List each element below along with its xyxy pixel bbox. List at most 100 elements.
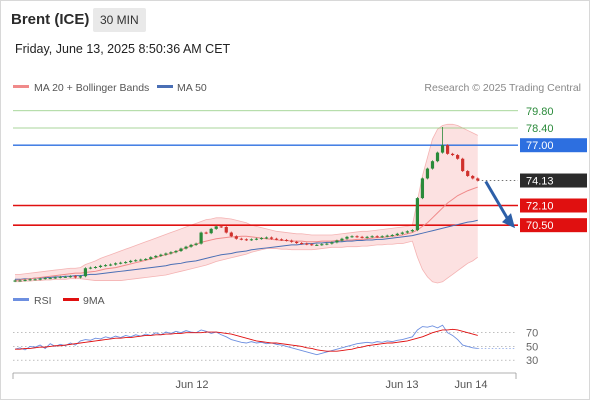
candle-body bbox=[410, 230, 414, 232]
candle-body bbox=[93, 267, 98, 269]
candle-body bbox=[350, 236, 354, 238]
candle-body bbox=[88, 267, 93, 269]
candle-body bbox=[48, 278, 52, 280]
rsi-legend-label: RSI bbox=[34, 295, 52, 307]
candle-body bbox=[269, 237, 274, 239]
candle-body bbox=[370, 236, 374, 238]
candle-body bbox=[340, 238, 344, 241]
instrument-title: Brent (ICE) bbox=[11, 11, 90, 28]
candle-body bbox=[259, 238, 264, 240]
candle-body bbox=[43, 278, 47, 280]
bollinger-lower bbox=[15, 240, 478, 284]
candle-body bbox=[68, 276, 72, 278]
timeframe-button[interactable]: 30 MIN bbox=[93, 8, 146, 32]
candle-body bbox=[28, 279, 32, 281]
candle-body bbox=[360, 236, 364, 238]
candle-body bbox=[279, 239, 284, 241]
candle-body bbox=[451, 153, 455, 156]
bollinger-band bbox=[15, 124, 478, 283]
rsi-tick-30: 30 bbox=[526, 355, 538, 367]
candle-body bbox=[244, 239, 248, 241]
candle-body bbox=[164, 253, 168, 255]
rsi-tick-70: 70 bbox=[526, 328, 538, 340]
candle-body bbox=[209, 228, 213, 234]
candle-body bbox=[456, 155, 460, 159]
candle-body bbox=[73, 276, 77, 278]
level-label-79.80: 79.80 bbox=[526, 106, 554, 118]
candle-body bbox=[430, 161, 435, 169]
candle-body bbox=[440, 145, 445, 153]
candle-body bbox=[365, 236, 369, 238]
candle-body bbox=[219, 226, 223, 228]
candle-body bbox=[315, 244, 319, 246]
candle-body bbox=[134, 260, 138, 262]
rsi-ma-legend-label: 9MA bbox=[83, 295, 105, 307]
candle-body bbox=[300, 243, 304, 245]
candle-body bbox=[13, 280, 17, 282]
candle-body bbox=[461, 158, 465, 172]
candle-body bbox=[18, 280, 22, 282]
candle-body bbox=[466, 171, 470, 176]
level-badge-77.00 bbox=[520, 138, 587, 153]
candle-body bbox=[395, 233, 399, 236]
candle-body bbox=[189, 244, 193, 247]
ma20-line bbox=[14, 186, 478, 282]
candle-body bbox=[355, 236, 359, 238]
timestamp: Friday, June 13, 2025 8:50:36 AM CET bbox=[15, 42, 231, 56]
candle-body bbox=[239, 238, 243, 240]
candle-body bbox=[108, 264, 113, 266]
candle-body bbox=[471, 175, 475, 179]
candle-body bbox=[476, 178, 480, 181]
rsi-line bbox=[14, 324, 478, 356]
candle-body bbox=[264, 237, 269, 239]
candle-body bbox=[83, 268, 88, 277]
candle-body bbox=[425, 168, 430, 179]
candle-body bbox=[310, 244, 314, 246]
ma20-legend-label: MA 20 + Bollinger Bands bbox=[34, 82, 149, 94]
candle-body bbox=[305, 243, 309, 245]
rsi-tick-50: 50 bbox=[526, 341, 538, 353]
candle-body bbox=[169, 252, 173, 254]
candle-body bbox=[174, 251, 178, 253]
candle-body bbox=[199, 232, 203, 244]
candle-body bbox=[400, 232, 404, 234]
x-tick-label: Jun 13 bbox=[385, 379, 418, 391]
candle-body bbox=[124, 262, 128, 264]
candle-body bbox=[420, 178, 425, 199]
candle-body bbox=[229, 232, 233, 237]
candle-body bbox=[184, 246, 188, 249]
candle-body bbox=[335, 240, 339, 243]
candle-body bbox=[114, 263, 118, 265]
chart-header: Brent (ICE) 30 MIN bbox=[1, 1, 589, 37]
level-badge-70.50 bbox=[520, 218, 587, 233]
candle-body bbox=[159, 254, 163, 256]
level-label-72.10: 72.10 bbox=[526, 200, 554, 212]
x-tick-label: Jun 14 bbox=[454, 379, 487, 391]
candle-body bbox=[33, 279, 37, 281]
candle-body bbox=[274, 238, 279, 240]
candle-body bbox=[179, 248, 183, 252]
candle-body bbox=[345, 236, 349, 239]
candle-body bbox=[375, 236, 379, 238]
x-tick-label: Jun 12 bbox=[175, 379, 208, 391]
candle-body bbox=[119, 262, 123, 264]
rsi-ma-legend-swatch bbox=[63, 298, 79, 301]
candle-body bbox=[103, 265, 108, 267]
level-label-77.00: 77.00 bbox=[526, 140, 554, 152]
candle-body bbox=[98, 265, 103, 268]
candle-body bbox=[23, 279, 27, 281]
forecast-arrow-head bbox=[502, 213, 515, 229]
level-label-78.40: 78.40 bbox=[526, 123, 554, 135]
candle-body bbox=[405, 231, 409, 233]
bollinger-upper bbox=[15, 123, 478, 275]
candle-body bbox=[435, 152, 440, 162]
candle-body bbox=[254, 238, 259, 240]
candle-body bbox=[194, 243, 198, 245]
candle-body bbox=[249, 239, 254, 241]
candle-body bbox=[149, 257, 153, 260]
candle-body bbox=[285, 239, 289, 241]
candle-body bbox=[445, 145, 450, 154]
forecast-arrow-shaft bbox=[484, 180, 511, 222]
